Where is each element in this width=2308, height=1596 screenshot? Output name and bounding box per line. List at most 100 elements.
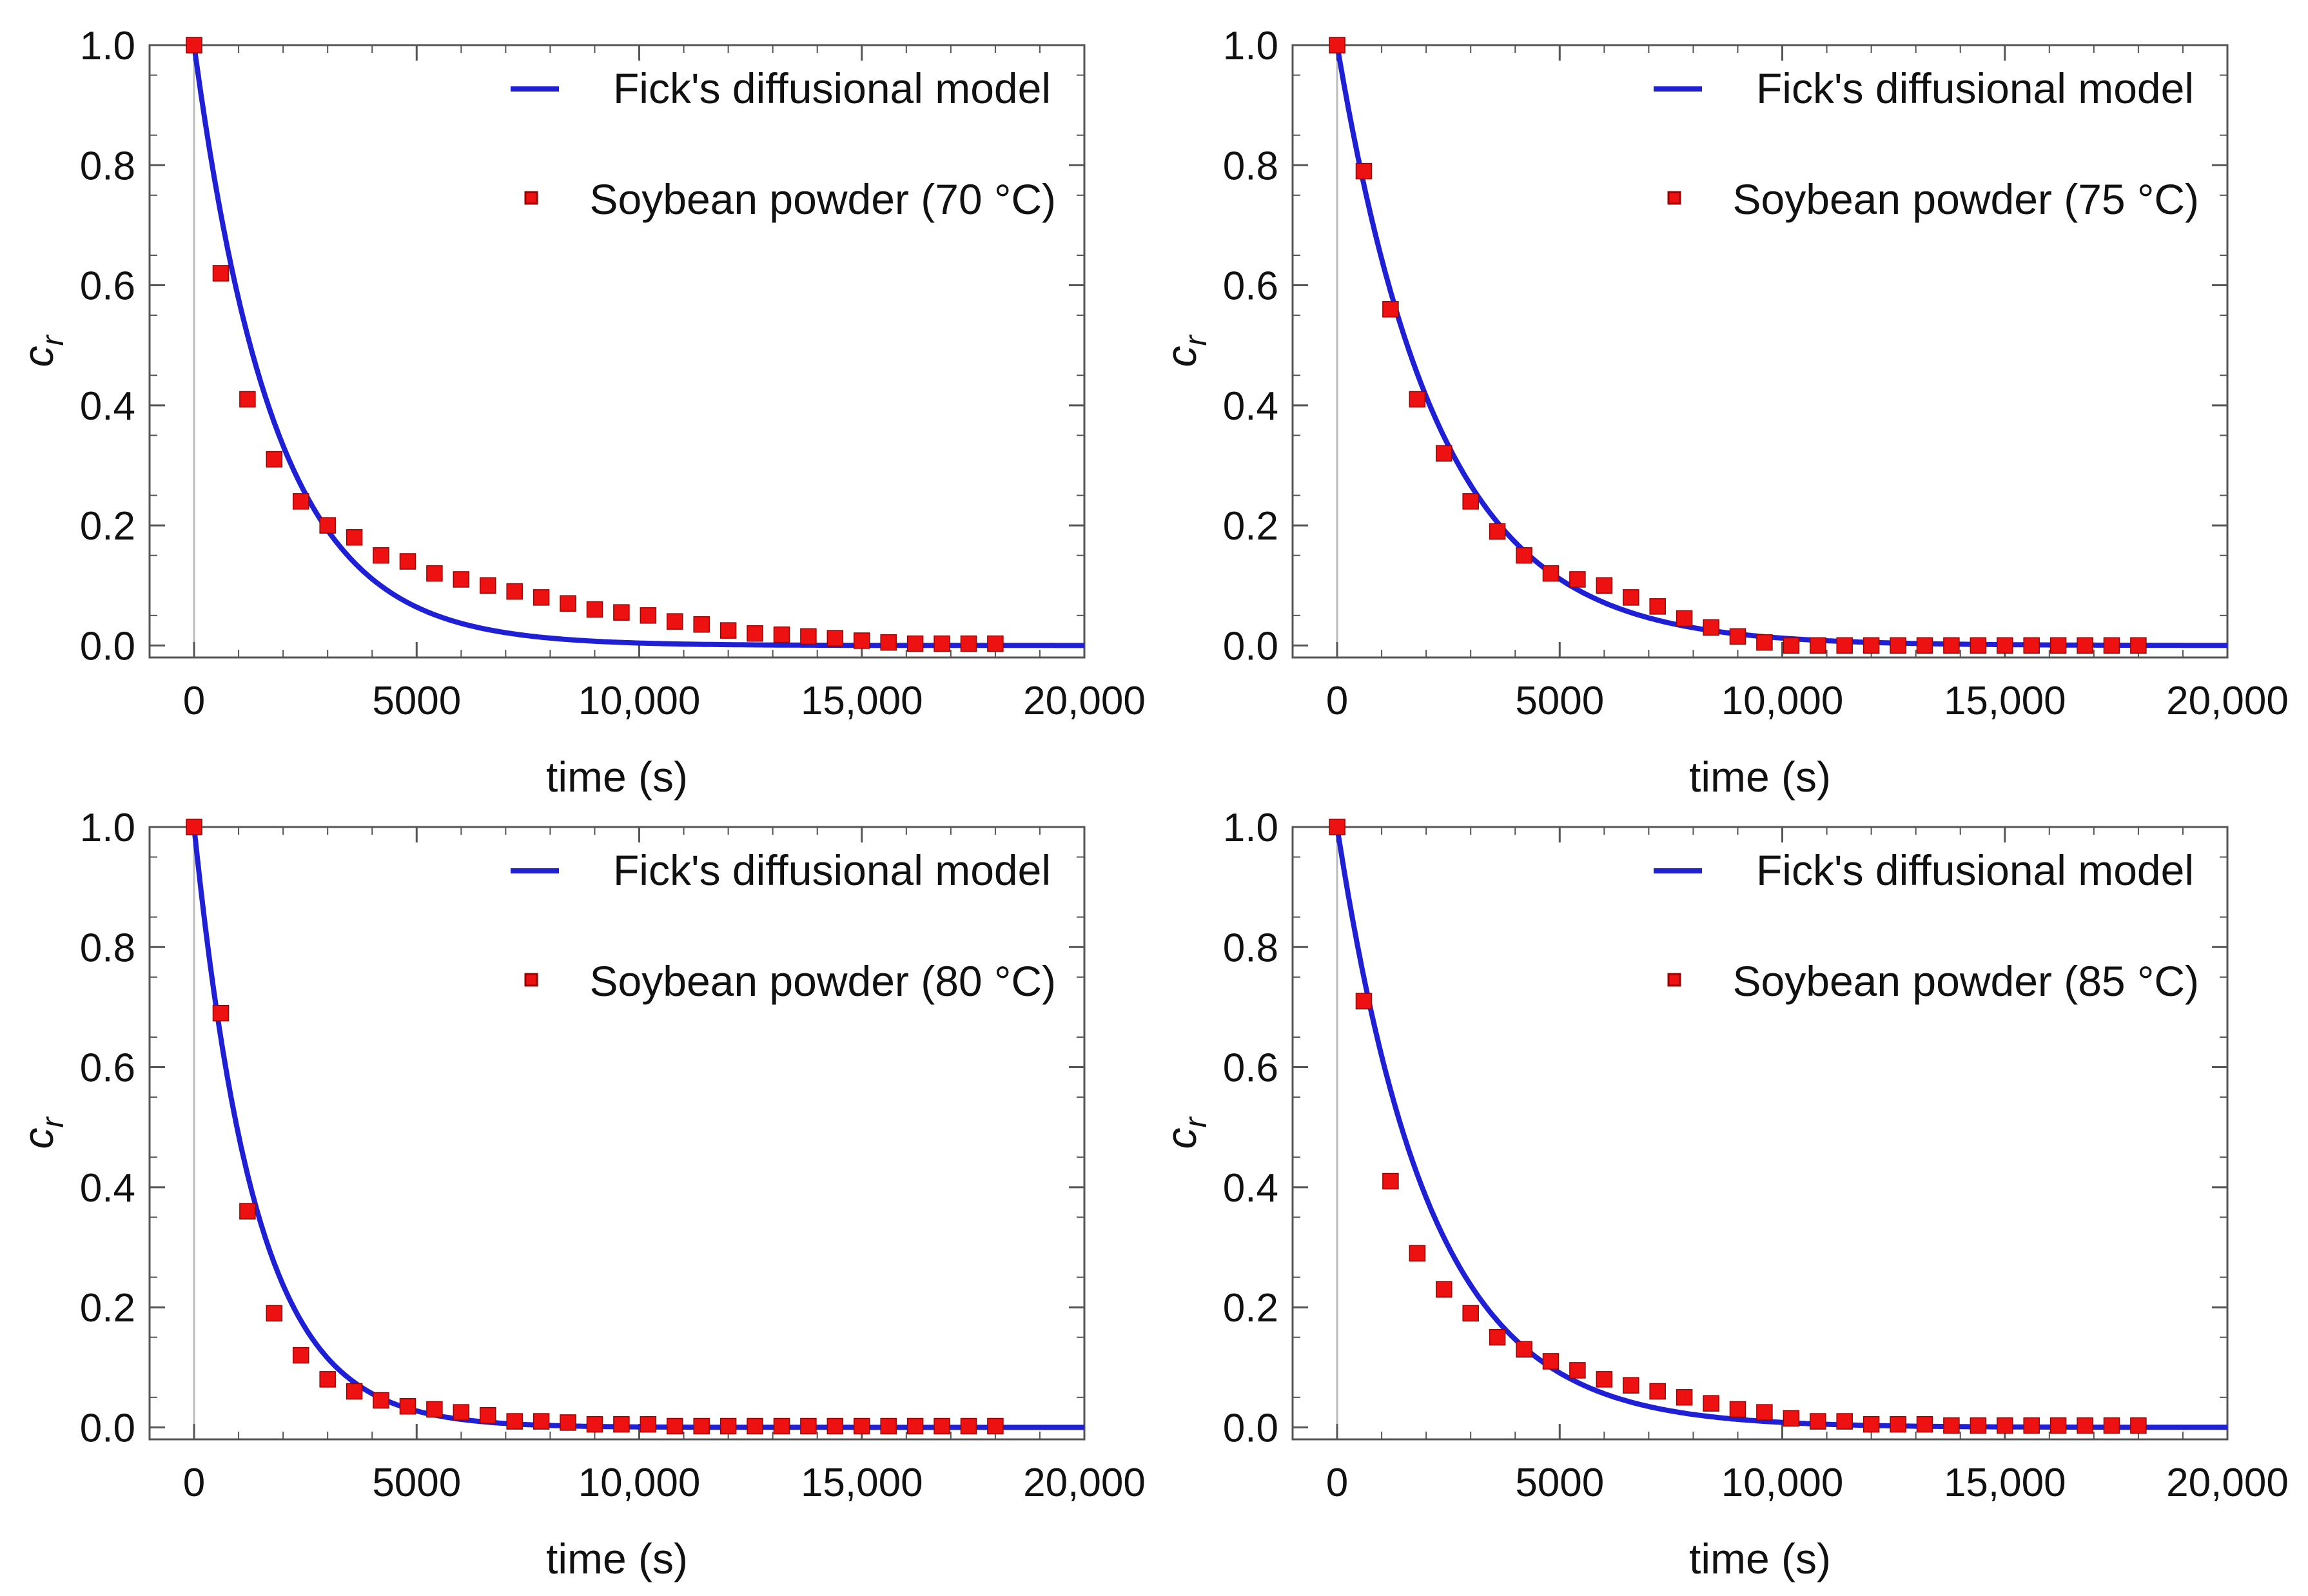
data-point [1355,993,1373,1009]
legend-label-model: Fick's diffusional model [1756,64,2194,112]
y-tick-label: 0.6 [80,264,135,309]
data-point [719,622,737,639]
legend-label-data: Soybean powder (85 °C) [1733,957,2199,1005]
data-point [373,547,389,564]
x-tick-label: 5000 [1515,1461,1604,1505]
data-point [1863,1416,1880,1433]
y-tick-label: 1.0 [80,24,135,68]
data-point [453,571,470,588]
data-point [2103,637,2120,654]
y-axis-subscript: r [1179,1116,1213,1127]
data-point [1836,637,1853,654]
x-tick-label: 5000 [372,1461,461,1505]
y-axis-subscript: r [1179,334,1213,345]
data-point [1489,1328,1506,1346]
data-point [239,391,256,408]
data-point [1596,577,1613,594]
legend-label-data: Soybean powder (70 °C) [590,175,1056,223]
data-point [906,635,924,652]
y-tick-label: 0.2 [80,504,135,549]
y-tick-label: 0.8 [1223,926,1278,970]
data-point [586,1416,603,1433]
y-tick-label: 0.4 [1223,384,1278,429]
y-tick-label: 1.0 [80,806,135,850]
legend-marker-swatch [1667,973,1681,987]
x-tick-label: 10,000 [1721,679,1844,723]
data-point [667,613,683,630]
y-tick-label: 0.8 [80,144,135,188]
data-point [800,628,817,645]
data-point [1810,1413,1826,1430]
data-point [747,625,763,642]
y-tick-label: 0.6 [1223,1046,1278,1091]
data-point [987,635,1004,652]
model-curve [191,826,1085,1430]
data-point [987,1417,1004,1435]
data-point [239,1203,256,1220]
data-point [399,1398,416,1415]
data-point [934,635,950,652]
x-tick-label: 15,000 [1944,1461,2066,1505]
data-point [1810,637,1826,654]
y-axis-symbol: c [1157,345,1205,367]
data-point [2049,1417,2067,1434]
legend-label-data: Soybean powder (80 °C) [590,957,1056,1005]
data-point [1997,1417,2013,1434]
x-axis-title: time (s) [1689,1535,1831,1582]
model-curve [1335,826,2228,1430]
data-point [2049,637,2067,654]
model-curve [191,44,1085,648]
chart-panel-2: 0.0 0.2 0.4 0.6 0.8 1.0 0 5000 10,000 15,000 20,00… [1157,24,2289,801]
data-point [1542,565,1560,582]
data-point [266,451,283,468]
x-tick-label: 10,000 [1721,1461,1844,1505]
data-point [2077,637,2093,654]
data-point [960,1417,977,1435]
data-point [747,1417,763,1435]
legend-label-model: Fick's diffusional model [1756,846,2194,894]
y-tick-label: 0.2 [1223,1286,1278,1330]
data-point [1863,637,1880,654]
y-tick-label: 0.8 [80,926,135,970]
data-point [906,1417,924,1435]
x-tick-label: 15,000 [801,679,923,723]
x-tick-label: 0 [183,1461,205,1505]
y-tick-label: 0.6 [80,1046,135,1091]
data-point [640,607,657,624]
legend: Fick's diffusional model Soybean powder (… [1654,64,2199,223]
y-axis-symbol: c [1157,1127,1205,1149]
data-point [1997,637,2013,654]
data-point [506,1413,523,1430]
data-point [506,583,523,600]
data-point [1756,634,1773,651]
legend-label-data: Soybean powder (75 °C) [1733,175,2199,223]
legend-marker-swatch [524,973,538,987]
plot-frame [148,44,1086,659]
x-tick-label: 10,000 [578,1461,701,1505]
data-point [854,1417,870,1435]
x-tick-label: 0 [1326,1461,1348,1505]
y-tick-label: 0.0 [80,1406,135,1450]
data-point [693,1417,710,1435]
data-point [826,630,844,647]
data-point [880,1417,897,1435]
data-point [1569,1362,1586,1379]
y-axis-symbol: c [14,1127,62,1149]
data-point [800,1417,817,1435]
legend: Fick's diffusional model Soybean powder (… [511,846,1056,1005]
data-point [1623,589,1639,606]
x-tick-label: 10,000 [578,679,701,723]
legend-label-model: Fick's diffusional model [613,846,1051,894]
data-point [773,1417,790,1435]
data-point [453,1404,470,1421]
data-point [293,493,309,510]
legend: Fick's diffusional model Soybean powder (… [511,64,1056,223]
legend-marker-swatch [1667,191,1681,205]
data-point [186,37,202,54]
x-tick-label: 15,000 [1944,679,2066,723]
data-point [1676,1389,1693,1406]
data-point [560,595,576,612]
y-tick-label: 0.6 [1223,264,1278,309]
y-axis-title: cr [14,1116,70,1149]
data-point [480,577,496,594]
